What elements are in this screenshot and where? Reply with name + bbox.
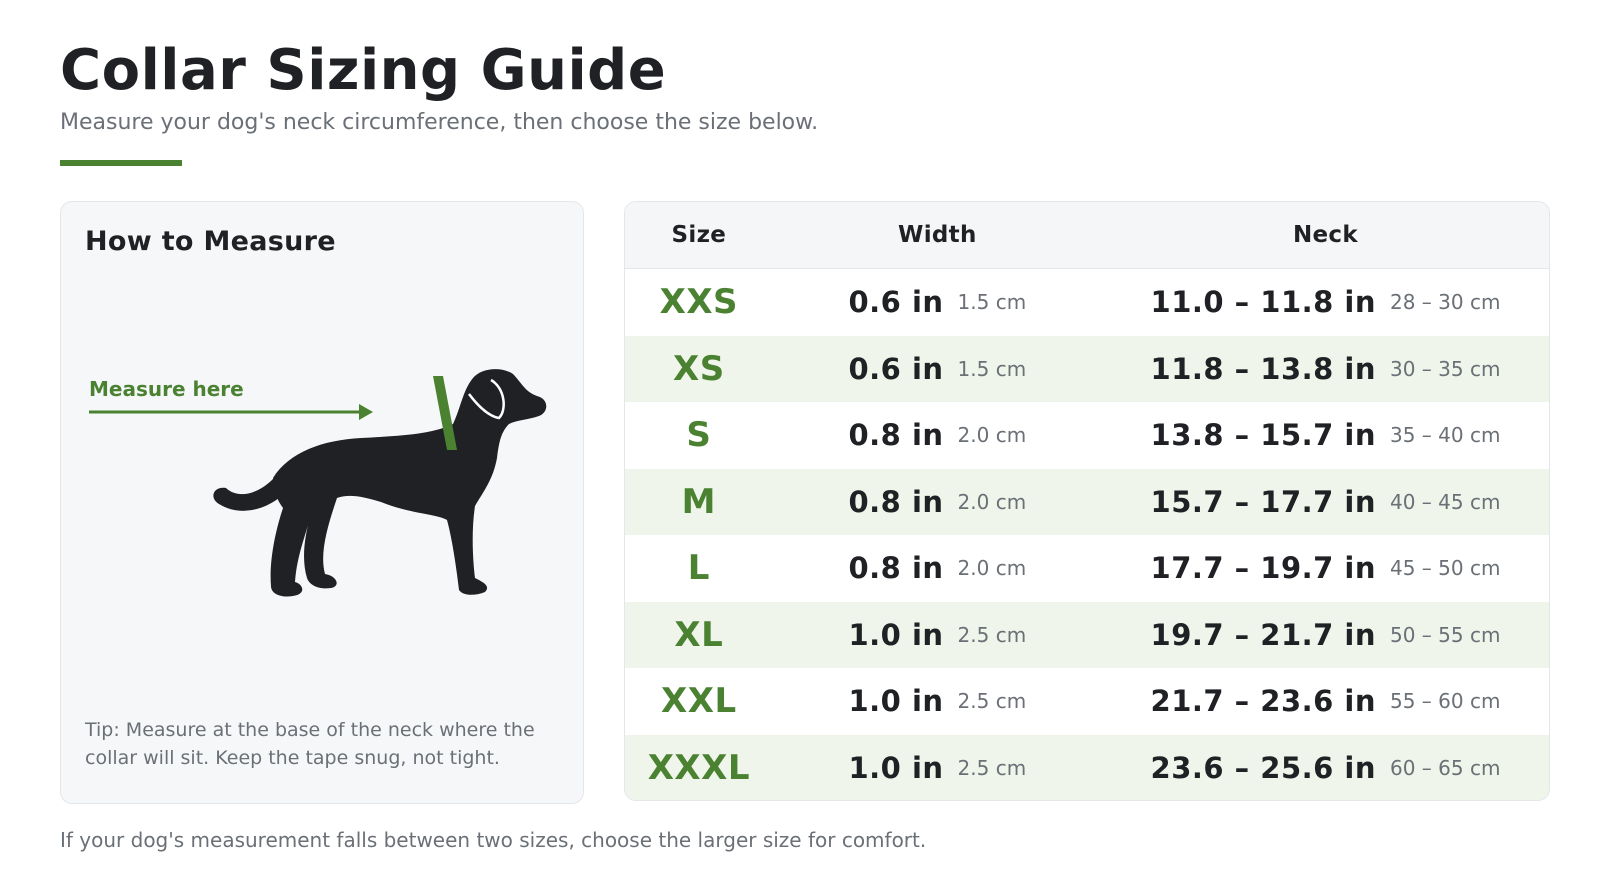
width-cell: 0.8 in 2.0 cm xyxy=(773,551,1102,585)
size-label: M xyxy=(681,481,717,522)
size-cell: S xyxy=(625,415,773,455)
accent-divider xyxy=(60,160,182,166)
table-row: L 0.8 in 2.0 cm 17.7 – 19.7 in 45 – 50 cm xyxy=(625,535,1549,602)
size-label: L xyxy=(687,548,710,589)
neck-inches: 21.7 – 23.6 in xyxy=(1150,684,1376,719)
width-inches: 0.6 in xyxy=(848,351,944,386)
width-cm: 2.0 cm xyxy=(957,556,1027,581)
table-row: S 0.8 in 2.0 cm 13.8 – 15.7 in 35 – 40 cm xyxy=(625,402,1549,469)
neck-cm: 60 – 65 cm xyxy=(1390,755,1501,780)
width-cell: 0.6 in 1.5 cm xyxy=(773,285,1102,319)
width-inches: 0.8 in xyxy=(848,551,944,586)
neck-cm: 45 – 50 cm xyxy=(1390,556,1501,581)
neck-cell: 13.8 – 15.7 in 35 – 40 cm xyxy=(1102,418,1549,452)
size-cell: XXL xyxy=(625,681,773,721)
width-cell: 1.0 in 2.5 cm xyxy=(773,751,1102,785)
dog-silhouette-icon xyxy=(89,369,547,597)
size-label: XXXL xyxy=(647,747,750,788)
table-row: XXL 1.0 in 2.5 cm 21.7 – 23.6 in 55 – 60 cm xyxy=(625,668,1549,735)
width-cell: 0.8 in 2.0 cm xyxy=(773,485,1102,519)
measure-tip: Tip: Measure at the base of the neck whe… xyxy=(85,719,535,769)
width-cm: 2.5 cm xyxy=(957,755,1027,780)
size-label: S xyxy=(686,415,712,456)
table-row: XL 1.0 in 2.5 cm 19.7 – 21.7 in 50 – 55 cm xyxy=(625,601,1549,668)
neck-cell: 21.7 – 23.6 in 55 – 60 cm xyxy=(1102,684,1549,718)
neck-cell: 19.7 – 21.7 in 50 – 55 cm xyxy=(1102,618,1549,652)
neck-inches: 19.7 – 21.7 in xyxy=(1150,617,1376,652)
card-title: How to Measure xyxy=(85,226,336,257)
size-label: XS xyxy=(672,348,725,389)
table-header: Size Width Neck xyxy=(625,202,1549,269)
size-label: XL xyxy=(674,614,724,655)
footnote: If your dog's measurement falls between … xyxy=(60,828,927,852)
neck-cell: 17.7 – 19.7 in 45 – 50 cm xyxy=(1102,551,1549,585)
width-inches: 0.8 in xyxy=(848,484,944,519)
neck-cell: 23.6 – 25.6 in 60 – 65 cm xyxy=(1102,751,1549,785)
neck-inches: 17.7 – 19.7 in xyxy=(1150,551,1376,586)
width-inches: 1.0 in xyxy=(848,684,944,719)
width-inches: 0.6 in xyxy=(848,285,944,320)
header-neck: Neck xyxy=(1292,222,1358,248)
size-cell: XS xyxy=(625,349,773,389)
neck-inches: 11.8 – 13.8 in xyxy=(1150,351,1376,386)
size-cell: XXXL xyxy=(625,748,773,788)
size-cell: XXS xyxy=(625,282,773,322)
neck-cell: 15.7 – 17.7 in 40 – 45 cm xyxy=(1102,485,1549,519)
table-row: XXS 0.6 in 1.5 cm 11.0 – 11.8 in 28 – 30 cm xyxy=(625,269,1549,336)
size-label: XXS xyxy=(659,282,739,323)
neck-inches: 13.8 – 15.7 in xyxy=(1150,418,1376,453)
width-cm: 2.5 cm xyxy=(957,622,1027,647)
neck-cm: 50 – 55 cm xyxy=(1390,622,1501,647)
width-cm: 2.5 cm xyxy=(957,689,1027,714)
width-inches: 0.8 in xyxy=(848,418,944,453)
header-size: Size xyxy=(671,222,727,248)
width-cell: 1.0 in 2.5 cm xyxy=(773,684,1102,718)
width-inches: 1.0 in xyxy=(848,750,944,785)
width-cm: 1.5 cm xyxy=(957,356,1027,381)
width-cm: 2.0 cm xyxy=(957,489,1027,514)
neck-inches: 15.7 – 17.7 in xyxy=(1150,484,1376,519)
table-row: XXXL 1.0 in 2.5 cm 23.6 – 25.6 in 60 – 65 cm xyxy=(625,734,1549,800)
page-subtitle: Measure your dog's neck circumference, t… xyxy=(60,110,819,135)
neck-cm: 35 – 40 cm xyxy=(1390,423,1501,448)
neck-cell: 11.8 – 13.8 in 30 – 35 cm xyxy=(1102,352,1549,386)
size-table: Size Width Neck XXS 0.6 in 1.5 cm 11.0 – 11… xyxy=(624,201,1550,801)
width-cm: 2.0 cm xyxy=(957,423,1027,448)
size-label: XXL xyxy=(661,681,737,722)
width-inches: 1.0 in xyxy=(848,617,944,652)
size-cell: XL xyxy=(625,615,773,655)
table-body: XXS 0.6 in 1.5 cm 11.0 – 11.8 in 28 – 30 cm X… xyxy=(625,269,1549,800)
measure-here-label: Measure here xyxy=(89,377,244,401)
how-to-measure-card: How to Measure Measure here Tip: Measure… xyxy=(60,201,584,804)
width-cell: 1.0 in 2.5 cm xyxy=(773,618,1102,652)
page-title: Collar Sizing Guide xyxy=(60,38,667,103)
neck-cm: 30 – 35 cm xyxy=(1390,356,1501,381)
table-row: M 0.8 in 2.0 cm 15.7 – 17.7 in 40 – 45 cm xyxy=(625,468,1549,535)
neck-inches: 11.0 – 11.8 in xyxy=(1150,285,1376,320)
header-width: Width xyxy=(898,222,977,248)
neck-inches: 23.6 – 25.6 in xyxy=(1150,750,1376,785)
size-cell: L xyxy=(625,548,773,588)
width-cell: 0.6 in 1.5 cm xyxy=(773,352,1102,386)
neck-cm: 40 – 45 cm xyxy=(1390,489,1501,514)
table-row: XS 0.6 in 1.5 cm 11.8 – 13.8 in 30 – 35 cm xyxy=(625,335,1549,402)
neck-cm: 28 – 30 cm xyxy=(1390,290,1501,315)
neck-cell: 11.0 – 11.8 in 28 – 30 cm xyxy=(1102,285,1549,319)
size-cell: M xyxy=(625,482,773,522)
neck-cm: 55 – 60 cm xyxy=(1390,689,1501,714)
width-cell: 0.8 in 2.0 cm xyxy=(773,418,1102,452)
width-cm: 1.5 cm xyxy=(957,290,1027,315)
